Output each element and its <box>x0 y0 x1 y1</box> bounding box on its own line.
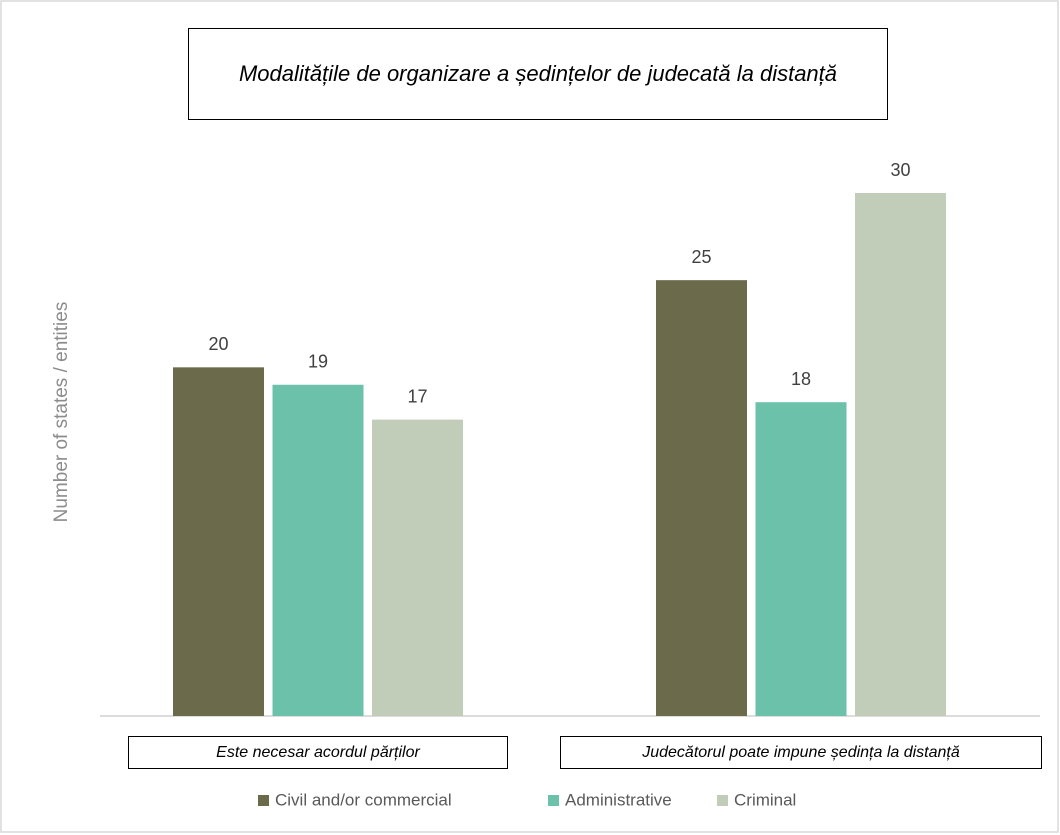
bar <box>173 367 264 716</box>
legend-label: Civil and/or commercial <box>275 790 452 809</box>
y-axis-label: Number of states / entities <box>51 302 72 523</box>
legend-label: Administrative <box>565 790 672 809</box>
data-label: 30 <box>890 160 910 180</box>
chart-title: Modalitățile de organizare a ședințelor … <box>188 28 888 120</box>
category-label: Este necesar acordul părților <box>128 736 508 769</box>
data-label: 25 <box>691 247 711 267</box>
data-label: 17 <box>407 386 427 406</box>
bar <box>855 193 946 716</box>
category-label: Judecătorul poate impune ședința la dist… <box>560 736 1042 769</box>
data-label: 19 <box>308 352 328 372</box>
legend-swatch <box>548 795 559 806</box>
bar <box>272 384 364 716</box>
data-label: 20 <box>208 334 228 354</box>
bar <box>755 402 847 716</box>
bar <box>372 419 463 716</box>
data-label: 18 <box>791 369 811 389</box>
legend-swatch <box>717 795 728 806</box>
legend-swatch <box>258 795 269 806</box>
bar <box>656 280 747 716</box>
legend-label: Criminal <box>734 790 796 809</box>
